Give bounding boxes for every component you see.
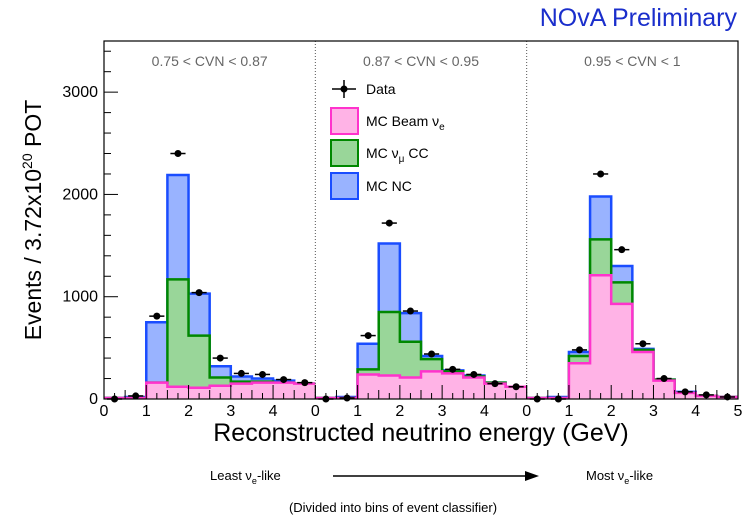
- data-point: [593, 170, 609, 178]
- least-nue-like-label: Least νe-like: [210, 468, 281, 486]
- x-axis-label: Reconstructed neutrino energy (GeV): [213, 419, 629, 447]
- histogram-line-beam-nue-panel-2: [315, 370, 527, 400]
- legend-data-label: Data: [366, 81, 396, 97]
- panel-label: 0.75 < CVN < 0.87: [152, 53, 268, 69]
- panel-label: 0.95 < CVN < 1: [584, 53, 681, 69]
- x-tick-label: 0: [311, 403, 320, 420]
- data-point: [297, 379, 313, 387]
- data-point: [170, 150, 186, 158]
- legend: Data MC Beam νe MC νμ CC MC NC: [330, 80, 445, 200]
- y-tick-label: 0: [89, 391, 98, 408]
- y-axis: 0 1000 2000 3000: [62, 50, 118, 408]
- x-tick-label: 3: [226, 403, 235, 420]
- arrow-head-icon: [525, 471, 539, 481]
- data-point: [508, 383, 524, 391]
- y-tick-label: 2000: [62, 186, 98, 203]
- legend-numu-cc: MC νμ CC: [330, 139, 429, 167]
- x-tick-label: 3: [438, 403, 447, 420]
- panel-label: 0.87 < CVN < 0.95: [363, 53, 479, 69]
- data-point: [571, 346, 588, 354]
- data-point: [656, 375, 672, 383]
- data-point: [677, 388, 693, 396]
- y-tick-label: 1000: [62, 289, 98, 306]
- y-tick-label: 3000: [62, 84, 98, 101]
- data-point: [487, 380, 503, 388]
- data-point: [233, 369, 249, 377]
- x-tick-label: 4: [480, 403, 489, 420]
- data-point: [635, 340, 651, 348]
- x-tick-label: 2: [607, 403, 616, 420]
- data-point: [276, 376, 292, 384]
- x-axis: 0 1 2 3 4 0 1 2 3 4 0 1 2 3 4 5: [100, 385, 742, 420]
- x-tick-label: 1: [353, 403, 362, 420]
- histogram-fill-numu-cc-panel-3: [526, 239, 738, 399]
- x-tick-label: 3: [649, 403, 658, 420]
- x-tick-label: 0: [522, 403, 531, 420]
- y-axis-label: Events / 3.72x1020 POT: [19, 100, 46, 341]
- classifier-annotation: Least νe-like Most νe-like (Divided into…: [210, 468, 653, 515]
- histogram-fill-nc-panel-1: [104, 174, 316, 399]
- x-tick-label: 2: [395, 403, 404, 420]
- data-point: [402, 307, 418, 315]
- data-point: [254, 370, 271, 378]
- x-tick-label: 0: [100, 403, 109, 420]
- panel-labels: 0.75 < CVN < 0.87 0.87 < CVN < 0.95 0.95 <…: [152, 53, 681, 69]
- histograms: [104, 173, 738, 400]
- legend-nc-swatch: [330, 172, 359, 200]
- data-point: [614, 246, 630, 254]
- data-point: [212, 354, 228, 362]
- data-point: [381, 219, 397, 227]
- data-point: [149, 312, 165, 320]
- data-point: [360, 332, 376, 340]
- x-tick-label: 2: [184, 403, 193, 420]
- legend-beam-nue-label: MC Beam νe: [366, 113, 445, 133]
- legend-nc-label: MC NC: [366, 178, 412, 194]
- legend-beam-nue-swatch: [330, 107, 359, 135]
- most-nue-like-label: Most νe-like: [586, 468, 653, 486]
- y-axis-label-prefix: Events / 3.72x10: [20, 169, 46, 340]
- x-tick-label: 4: [691, 403, 700, 420]
- legend-nc: MC NC: [330, 172, 412, 200]
- legend-numu-cc-swatch: [330, 139, 359, 167]
- chart-title: NOvA Preliminary: [540, 4, 738, 32]
- legend-data: Data: [332, 80, 396, 98]
- x-tick-label: 1: [142, 403, 151, 420]
- data-point: [445, 365, 461, 373]
- x-tick-label: 4: [269, 403, 278, 420]
- legend-numu-cc-label: MC νμ CC: [366, 145, 429, 165]
- data-point: [466, 370, 482, 378]
- x-tick-label: 5: [734, 403, 742, 420]
- classifier-footnote: (Divided into bins of event classifier): [289, 500, 497, 515]
- legend-beam-nue: MC Beam νe: [330, 107, 445, 135]
- data-points: [107, 150, 735, 403]
- data-point: [424, 350, 440, 358]
- y-axis-label-suffix: POT: [20, 100, 46, 154]
- data-point: [191, 289, 207, 297]
- histogram-fill-beam-nue-panel-3: [526, 275, 738, 399]
- x-tick-label: 1: [564, 403, 573, 420]
- y-axis-label-exponent: 20: [19, 153, 35, 169]
